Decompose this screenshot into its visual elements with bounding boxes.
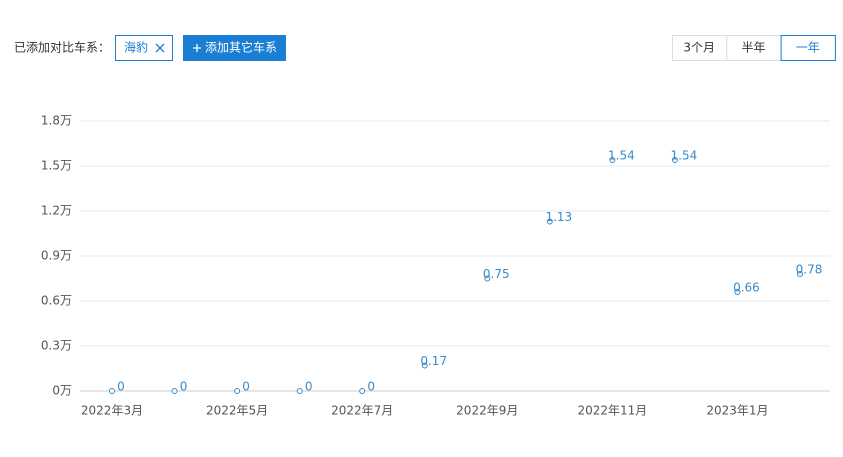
point: [671, 157, 678, 163]
data-label: 1.54: [671, 149, 698, 163]
range-tabs: 3个月 半年 一年: [672, 35, 836, 61]
data-label: 0: [180, 380, 188, 394]
range-tab-active: [780, 35, 836, 61]
chart: 0万 0.3万 0.6万 0.9万 1.2万 1.5万 1.8万 2022年3月 2022年5月…: [41, 114, 830, 418]
compare-label: 已添加对比车系：: [14, 40, 110, 55]
y-tick-label: 0万: [52, 384, 72, 398]
close-icon[interactable]: [155, 43, 165, 53]
data-label: 0.17: [420, 354, 447, 368]
y-tick-label: 0.9万: [41, 249, 72, 263]
tag-label: 海豹: [124, 40, 148, 55]
x-tick-label: 2022年11月: [577, 404, 647, 418]
tag[interactable]: 海豹: [115, 35, 173, 61]
point: [421, 362, 428, 369]
x-tick-label: 2022年3月: [81, 404, 143, 418]
add-button[interactable]: 添加其它车系: [183, 35, 286, 61]
data-label: 0.78: [796, 263, 823, 277]
y-tick-label: 0.6万: [41, 294, 72, 308]
data-label: 0.66: [733, 281, 760, 295]
x-tick-label: 2022年5月: [206, 404, 268, 418]
point: [234, 388, 241, 394]
x-tick-label: 2022年7月: [331, 404, 393, 418]
range-tab[interactable]: [726, 35, 782, 61]
y-tick-label: 0.3万: [41, 339, 72, 353]
point: [484, 275, 491, 282]
point: [171, 388, 178, 394]
point: [546, 218, 553, 225]
data-label: 1.54: [608, 149, 635, 163]
range-tab-label: 一年: [796, 41, 820, 55]
range-tab-label: 3个月: [683, 41, 715, 55]
range-tab[interactable]: [672, 35, 728, 61]
data-label: 0: [367, 380, 375, 394]
y-tick-label: 1.5万: [41, 159, 72, 173]
plus-icon: [193, 44, 201, 52]
data-label: 0.75: [483, 267, 510, 281]
range-tab-label: 半年: [741, 41, 765, 55]
data-label: 1.13: [545, 210, 572, 224]
point: [296, 388, 303, 394]
point: [609, 157, 616, 163]
point: [797, 271, 803, 277]
point: [734, 289, 741, 295]
add-button-label: 添加其它车系: [205, 40, 277, 55]
y-tick-label: 1.2万: [41, 204, 72, 218]
data-label: 0: [305, 380, 313, 394]
point: [359, 388, 366, 394]
y-tick-label: 1.8万: [41, 114, 72, 128]
data-label: 0: [242, 380, 250, 394]
point: [109, 388, 115, 394]
x-tick-label: 2022年9月: [456, 404, 518, 418]
tag-box: [115, 35, 173, 61]
data-label: 0: [117, 380, 125, 394]
x-tick-label: 2023年1月: [706, 404, 768, 418]
